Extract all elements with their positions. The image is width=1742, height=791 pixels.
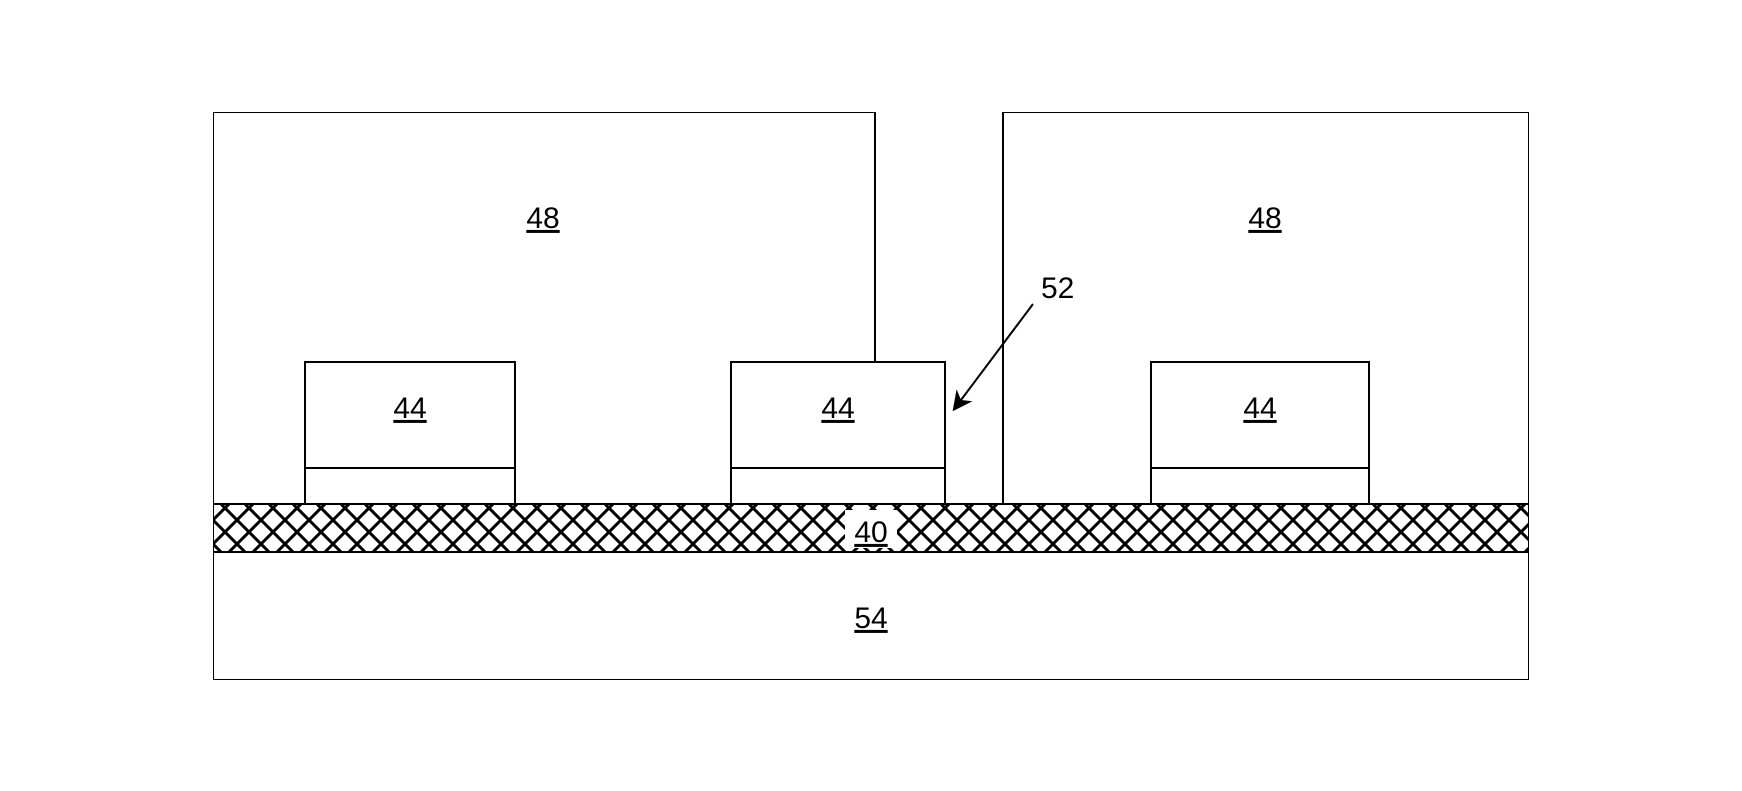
inner-block-3: 44: [1151, 362, 1369, 504]
inner-block-2: 44: [731, 362, 945, 504]
hatch-label: 40: [854, 515, 887, 548]
inner-block-2-label: 44: [821, 391, 854, 424]
inner-block-3-label: 44: [1243, 391, 1276, 424]
diagram-container: 54 40 48 48 44 44 44 52: [213, 112, 1529, 680]
inner-block-1: 44: [305, 362, 515, 504]
inner-block-1-label: 44: [393, 391, 426, 424]
top-block-left-label: 48: [526, 201, 559, 234]
top-block-right-label: 48: [1248, 201, 1281, 234]
cross-section-diagram: 54 40 48 48 44 44 44 52: [213, 112, 1529, 680]
substrate-label: 54: [854, 601, 887, 634]
callout-label: 52: [1041, 271, 1074, 304]
